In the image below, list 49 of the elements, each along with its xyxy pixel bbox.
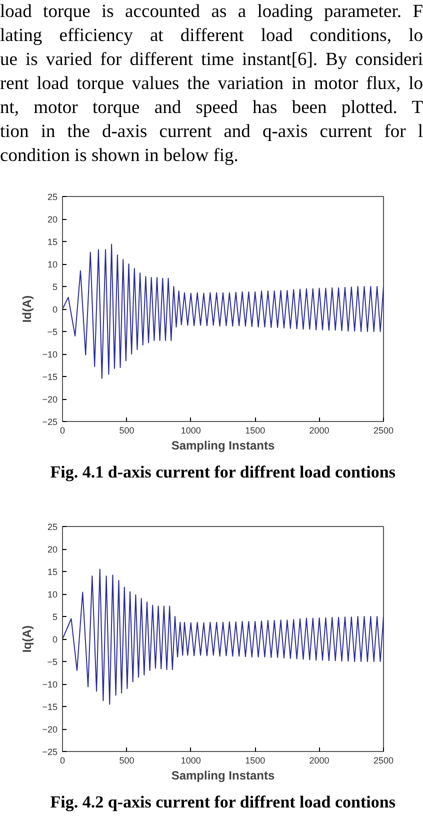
y-tick-label: 5 [52,282,58,292]
text: rent load torque values the variation in motor flux, lo [0,73,423,96]
x-tick-label: 2500 [373,756,394,766]
x-tick-label: 500 [119,756,134,766]
x-tick-label: 0 [60,426,66,436]
y-tick-label: 0 [52,634,58,644]
y-tick-label: −15 [42,372,58,382]
y-axis-title: Iq(A) [20,625,34,653]
y-tick-label: 20 [47,544,58,554]
y-tick-label: 15 [47,237,58,247]
y-tick-label: −20 [42,394,58,404]
line-series [62,244,384,379]
x-tick-label: 2000 [309,756,330,766]
y-tick-label: −25 [42,417,58,427]
x-axis-title: Sampling Instants [171,768,275,782]
text: nt, motor torque and speed has been plotted. T [0,97,423,120]
y-tick-label: −10 [42,350,58,360]
text: lating efficiency at different load conditions, lo [0,25,423,48]
y-tick-label: 15 [47,567,58,577]
y-tick-label: −20 [42,724,58,734]
y-tick-label: 10 [47,590,58,600]
x-tick-label: 2000 [309,426,330,436]
x-tick-label: 0 [60,756,66,766]
x-tick-label: 1000 [180,426,201,436]
y-tick-label: −10 [42,680,58,690]
y-tick-label: 10 [47,260,58,270]
text: Fig. 4.1 d-axis current for diffrent load contions [50,462,396,482]
y-tick-label: 25 [47,192,58,202]
y-axis-title: Id(A) [20,295,34,323]
x-tick-label: 1500 [245,426,266,436]
x-axis-title: Sampling Instants [171,438,275,452]
x-tick-label: 500 [119,426,134,436]
x-tick-label: 1500 [245,756,266,766]
y-tick-label: −5 [47,657,58,667]
y-tick-label: −5 [47,327,58,337]
y-tick-label: 20 [47,214,58,224]
y-tick-label: 5 [52,612,58,622]
y-tick-label: 0 [52,304,58,314]
text: condition is shown in below fig. [0,145,240,168]
text: Fig. 4.2 q-axis current for diffrent load contions [50,792,396,812]
y-tick-label: −25 [42,747,58,757]
text: ue is varied for different time instant[6]. By consideri [0,49,423,72]
y-tick-label: −15 [42,702,58,712]
y-tick-label: 25 [47,522,58,532]
line-series [62,568,384,705]
text: tion in the d-axis current and q-axis current for l [0,121,423,144]
x-tick-label: 2500 [373,426,394,436]
text: load torque is accounted as a loading parameter. F [0,1,423,24]
x-tick-label: 1000 [180,756,201,766]
